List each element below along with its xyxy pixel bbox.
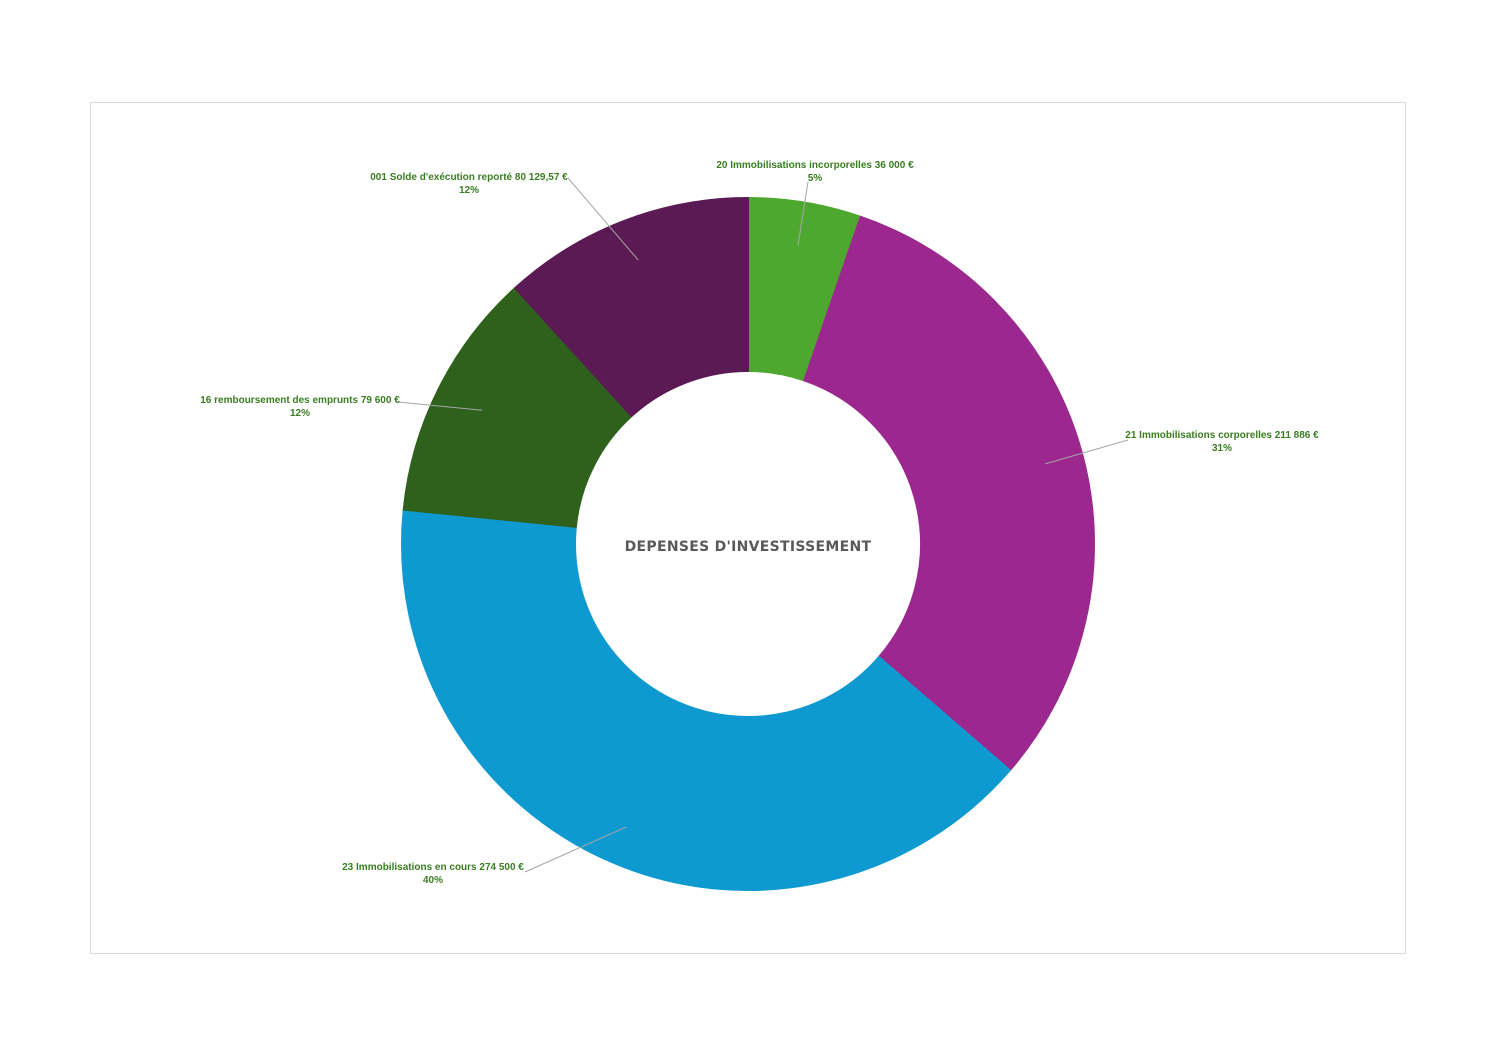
leader-line-3 — [524, 826, 627, 873]
data-label-4: 16 remboursement des emprunts 79 600 € — [200, 395, 400, 406]
leader-line-4 — [397, 401, 483, 411]
leader-line-5 — [567, 177, 639, 261]
data-labels-layer: 20 Immobilisations incorporelles 36 000 … — [200, 160, 1319, 886]
slices-layer — [401, 197, 1095, 891]
leader-line-2 — [1045, 439, 1129, 465]
leader-line-1 — [797, 181, 809, 246]
chart-title: DEPENSES D'INVESTISSEMENT — [625, 539, 872, 555]
data-label-3: 23 Immobilisations en cours 274 500 € — [342, 862, 524, 873]
percent-label-5: 12% — [459, 185, 479, 196]
data-label-2: 21 Immobilisations corporelles 211 886 € — [1125, 430, 1319, 441]
data-label-5: 001 Solde d'exécution reporté 80 129,57 … — [370, 172, 568, 183]
slice-2 — [803, 215, 1095, 772]
slice-5 — [514, 197, 749, 418]
slice-3 — [401, 508, 1011, 891]
percent-label-2: 31% — [1212, 443, 1232, 454]
data-label-1: 20 Immobilisations incorporelles 36 000 … — [716, 160, 914, 171]
percent-label-4: 12% — [290, 408, 310, 419]
slice-4 — [402, 287, 633, 528]
leader-lines-layer — [397, 177, 1129, 873]
percent-label-1: 5% — [808, 173, 823, 184]
percent-label-3: 40% — [423, 875, 443, 886]
